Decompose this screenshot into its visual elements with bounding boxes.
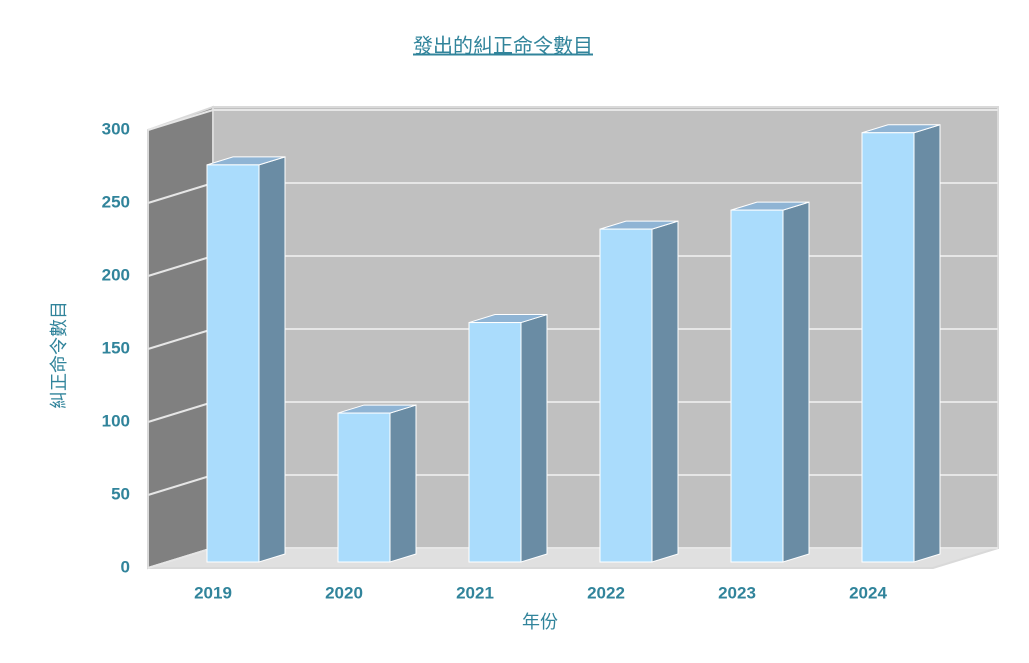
- y-tick-label: 300: [102, 119, 130, 138]
- grid-line: [147, 109, 998, 131]
- bar-side: [520, 313, 548, 563]
- y-tick-label: 250: [102, 192, 130, 211]
- bar: [861, 132, 915, 563]
- bar-side: [913, 124, 941, 563]
- bar: [337, 412, 391, 563]
- bar: [206, 164, 260, 563]
- bar: [468, 322, 522, 563]
- y-tick-label: 50: [111, 484, 130, 503]
- x-tick-label: 2021: [456, 583, 494, 602]
- bar-side: [651, 220, 679, 563]
- x-tick-label: 2019: [194, 583, 232, 602]
- bar-side: [258, 156, 286, 563]
- y-tick-label: 100: [102, 411, 130, 430]
- x-tick-label: 2020: [325, 583, 363, 602]
- bar-side: [389, 404, 417, 563]
- x-tick-label: 2024: [849, 583, 887, 602]
- bar-side: [782, 201, 810, 563]
- y-axis-title: 糾正命令數目: [49, 301, 70, 409]
- y-tick-label: 0: [121, 557, 130, 576]
- x-tick-label: 2022: [587, 583, 625, 602]
- bar: [599, 228, 653, 563]
- bar: [730, 209, 784, 563]
- chart-title: 發出的糾正命令數目: [413, 34, 593, 58]
- y-tick-label: 200: [102, 265, 130, 284]
- x-tick-label: 2023: [718, 583, 756, 602]
- y-tick-label: 150: [102, 338, 130, 357]
- x-axis-title: 年份: [522, 612, 558, 633]
